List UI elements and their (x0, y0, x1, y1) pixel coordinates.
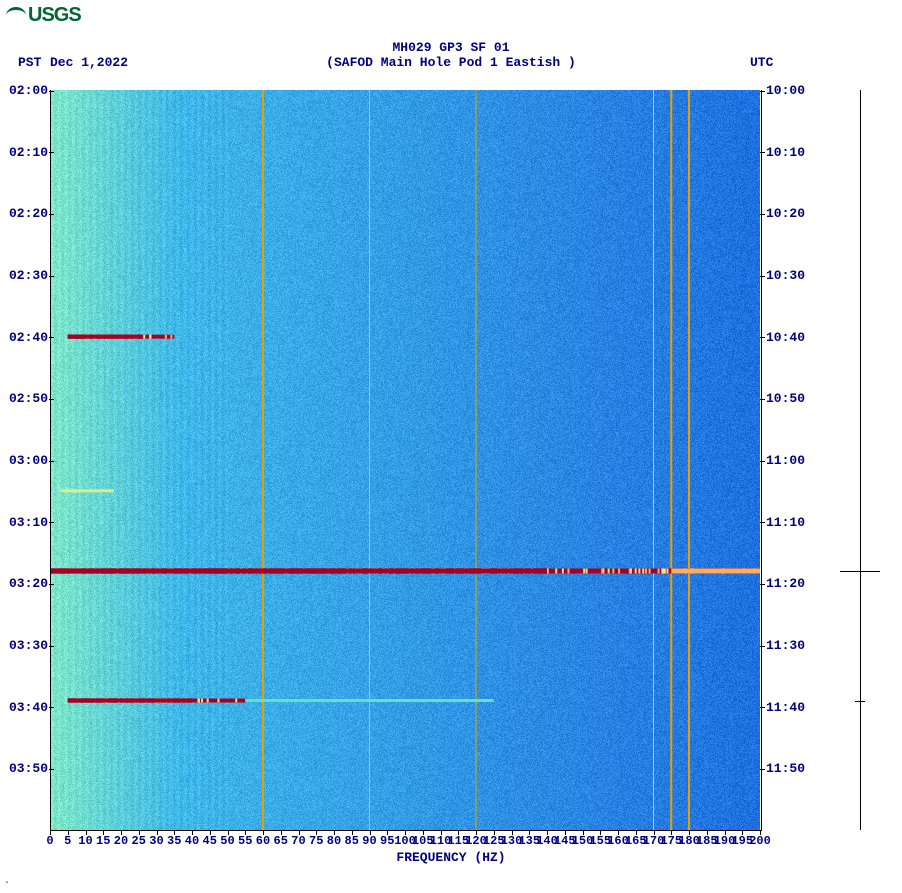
xtick: 10 (78, 834, 92, 848)
xtick-mark (405, 830, 406, 835)
xtick-mark (370, 830, 371, 835)
xtick-mark (86, 830, 87, 835)
xtick-mark (654, 830, 655, 835)
xtick-mark (494, 830, 495, 835)
xtick-mark (121, 830, 122, 835)
xtick-mark (387, 830, 388, 835)
ytick-right: 10:40 (766, 330, 805, 345)
right-timezone: UTC (750, 55, 773, 70)
xtick-mark (547, 830, 548, 835)
xtick: 0 (46, 834, 53, 848)
xtick: 15 (96, 834, 110, 848)
ytick-right: 10:30 (766, 268, 805, 283)
spectrogram-canvas (50, 90, 760, 830)
xtick-mark (618, 830, 619, 835)
xtick: 70 (291, 834, 305, 848)
ytick-right: 11:10 (766, 515, 805, 530)
usgs-logo: USGS (6, 4, 81, 27)
xtick-mark (458, 830, 459, 835)
xtick: 75 (309, 834, 323, 848)
xtick: 200 (749, 834, 771, 848)
spectrogram-plot (50, 90, 760, 830)
ytick-right: 11:40 (766, 700, 805, 715)
xtick-mark (352, 830, 353, 835)
xtick-mark (139, 830, 140, 835)
xtick-mark (565, 830, 566, 835)
xtick-mark (157, 830, 158, 835)
xtick: 25 (132, 834, 146, 848)
xtick-mark (725, 830, 726, 835)
xtick: 50 (220, 834, 234, 848)
xtick: 65 (274, 834, 288, 848)
footnote: · (4, 878, 10, 889)
xtick-mark (441, 830, 442, 835)
xtick-mark (68, 830, 69, 835)
ytick-left: 03:30 (4, 638, 48, 653)
xtick-mark (103, 830, 104, 835)
ytick-right: 10:20 (766, 206, 805, 221)
xtick: 95 (380, 834, 394, 848)
xtick-mark (210, 830, 211, 835)
ytick-left: 03:00 (4, 453, 48, 468)
xtick-mark (583, 830, 584, 835)
xtick-mark (50, 830, 51, 835)
ytick-right: 11:20 (766, 576, 805, 591)
ytick-left: 02:50 (4, 391, 48, 406)
side-amplitude-axis (860, 90, 861, 830)
ytick-left: 02:00 (4, 83, 48, 98)
xtick: 35 (167, 834, 181, 848)
ytick-left: 03:50 (4, 761, 48, 776)
xtick-mark (281, 830, 282, 835)
ytick-left: 02:40 (4, 330, 48, 345)
xtick-mark (228, 830, 229, 835)
xtick: 55 (238, 834, 252, 848)
xtick-mark (671, 830, 672, 835)
xtick-mark (742, 830, 743, 835)
ytick-right: 10:00 (766, 83, 805, 98)
ytick-right: 11:30 (766, 638, 805, 653)
ytick-left: 03:40 (4, 700, 48, 715)
left-timezone: PST (18, 55, 41, 70)
ytick-left: 03:20 (4, 576, 48, 591)
ytick-left: 02:30 (4, 268, 48, 283)
xtick-mark (316, 830, 317, 835)
side-marker-minor (855, 701, 865, 702)
chart-title-1: MH029 GP3 SF 01 (0, 40, 902, 55)
ytick-right: 10:10 (766, 145, 805, 160)
xtick: 80 (327, 834, 341, 848)
xtick-mark (334, 830, 335, 835)
xtick: 60 (256, 834, 270, 848)
ytick-right: 10:50 (766, 391, 805, 406)
xtick: 90 (362, 834, 376, 848)
xtick: 45 (203, 834, 217, 848)
xtick: 20 (114, 834, 128, 848)
xtick-mark (529, 830, 530, 835)
xtick-mark (174, 830, 175, 835)
xtick-mark (245, 830, 246, 835)
ytick-left: 02:10 (4, 145, 48, 160)
xtick: 40 (185, 834, 199, 848)
xtick-mark (707, 830, 708, 835)
xtick-mark (263, 830, 264, 835)
xtick-mark (600, 830, 601, 835)
ytick-left: 03:10 (4, 515, 48, 530)
xtick: 5 (64, 834, 71, 848)
xtick: 85 (345, 834, 359, 848)
ytick-right: 11:00 (766, 453, 805, 468)
xtick-mark (192, 830, 193, 835)
xtick-mark (636, 830, 637, 835)
xtick-mark (423, 830, 424, 835)
left-date: Dec 1,2022 (50, 55, 128, 70)
xtick-mark (512, 830, 513, 835)
xtick-mark (760, 830, 761, 835)
xtick: 30 (149, 834, 163, 848)
xtick-mark (689, 830, 690, 835)
x-axis-label: FREQUENCY (HZ) (0, 850, 902, 865)
side-marker-major (840, 571, 880, 572)
xtick-mark (299, 830, 300, 835)
ytick-right: 11:50 (766, 761, 805, 776)
ytick-left: 02:20 (4, 206, 48, 221)
xtick-mark (476, 830, 477, 835)
